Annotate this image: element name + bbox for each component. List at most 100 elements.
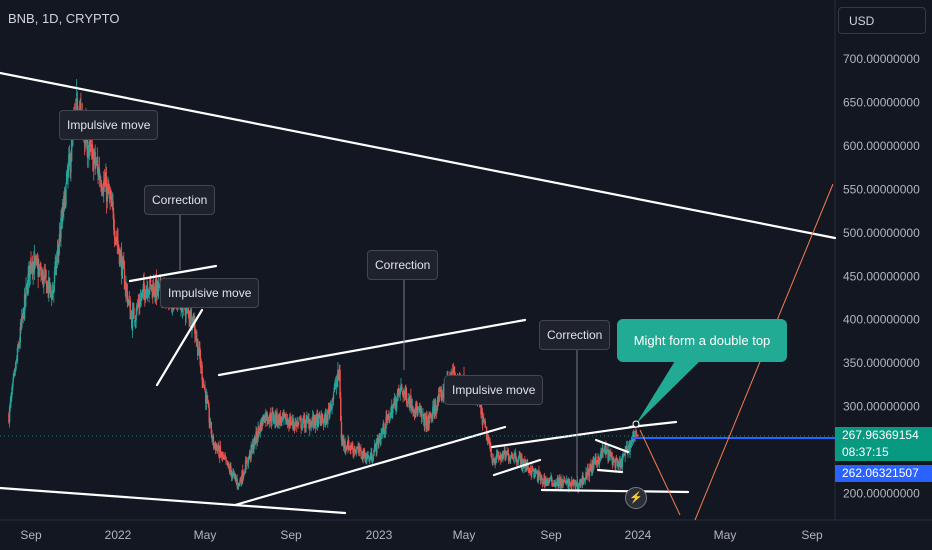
candle-body xyxy=(63,190,66,199)
time-axis[interactable]: Sep 2022 May Sep 2023 May Sep 2024 May Sep xyxy=(20,528,823,542)
currency-button[interactable]: USD xyxy=(838,7,926,34)
candle-body xyxy=(332,393,335,400)
drawings-group xyxy=(0,71,837,521)
candle-body xyxy=(22,308,24,316)
candle-body xyxy=(115,236,118,239)
candle-body xyxy=(67,166,69,179)
candle-body xyxy=(321,413,323,420)
candle-body xyxy=(578,483,580,491)
annotation-impulsive-move-2[interactable]: Impulsive move xyxy=(160,278,260,308)
candle-body xyxy=(396,398,398,408)
candle-body xyxy=(317,414,320,427)
candle-body xyxy=(371,452,373,461)
annotation-correction-3[interactable]: Correction xyxy=(539,320,611,350)
price-tick-label: 200.00000000 xyxy=(843,487,920,501)
candle-body xyxy=(296,421,298,428)
candle-body xyxy=(492,462,494,464)
candle-body xyxy=(624,451,626,457)
candle-body xyxy=(505,450,508,453)
candle-body xyxy=(391,408,394,418)
candle-body xyxy=(19,326,22,343)
candle-body xyxy=(28,265,30,276)
candle-body xyxy=(408,397,410,403)
candle-body xyxy=(232,472,235,474)
candle-body xyxy=(365,458,367,462)
candle-body xyxy=(56,250,59,257)
double-top-callout[interactable]: Might form a double top xyxy=(617,319,787,362)
candle-body xyxy=(328,409,330,414)
candle-body xyxy=(514,452,517,459)
candle-body xyxy=(439,389,442,391)
candle-body xyxy=(417,409,419,415)
candle-body xyxy=(28,265,31,278)
candle-body xyxy=(351,445,354,449)
candle-body xyxy=(495,454,498,461)
candle-body xyxy=(93,157,95,169)
candle-body xyxy=(16,358,18,361)
candle-body xyxy=(53,271,56,283)
annotation-correction-2[interactable]: Correction xyxy=(367,250,439,280)
candle-body xyxy=(39,266,41,268)
orange-drop-line xyxy=(639,429,681,516)
candle-body xyxy=(491,457,493,464)
candle-body xyxy=(342,438,345,446)
candle-body xyxy=(611,457,614,465)
candle-body xyxy=(485,426,487,428)
candle-body xyxy=(599,457,601,462)
candle-body xyxy=(49,283,51,289)
candle-body xyxy=(48,277,51,292)
candle-body xyxy=(494,461,496,464)
candle-body xyxy=(421,414,423,417)
annotation-correction-1[interactable]: Correction xyxy=(144,185,216,215)
candle-body xyxy=(55,259,58,269)
candle-body xyxy=(553,484,555,487)
candle-body xyxy=(42,270,44,286)
candle-body xyxy=(325,414,328,425)
candle-body xyxy=(426,424,428,431)
candle-body xyxy=(158,283,161,285)
candle-body xyxy=(600,450,602,458)
candle-body xyxy=(415,402,417,414)
candle-body xyxy=(430,416,433,419)
candle-body xyxy=(52,290,54,294)
price-tick-label: 350.00000000 xyxy=(843,356,920,370)
candle-body xyxy=(400,384,403,390)
lightning-alert-icon[interactable]: ⚡ xyxy=(625,487,647,509)
candle-body xyxy=(595,456,597,462)
candle-body xyxy=(126,290,129,304)
candle-body xyxy=(151,284,153,289)
candle-body xyxy=(102,192,104,194)
candle-body xyxy=(375,444,377,452)
symbol-title[interactable]: BNB, 1D, CRYPTO xyxy=(8,11,120,26)
candle-body xyxy=(329,406,331,416)
candle-body xyxy=(40,270,42,277)
candle-body xyxy=(409,396,411,408)
candle-body xyxy=(324,414,326,418)
candle-body xyxy=(338,370,341,375)
candle-body xyxy=(452,368,455,372)
candle-body xyxy=(513,452,515,459)
candle-body xyxy=(195,335,197,341)
annotation-impulsive-move-1[interactable]: Impulsive move xyxy=(59,110,159,140)
candle-body xyxy=(575,485,577,488)
candle-body xyxy=(376,438,378,454)
candle-body xyxy=(60,217,62,239)
candle-body xyxy=(537,471,539,482)
candle-body xyxy=(63,195,65,212)
candle-body xyxy=(592,460,594,469)
price-axis[interactable]: 700.00000000 650.00000000 600.00000000 550.… xyxy=(843,52,920,501)
candle-body xyxy=(40,274,43,277)
candle-body xyxy=(21,316,23,328)
candle-body xyxy=(340,421,343,441)
candle-body xyxy=(143,281,145,291)
candle-body xyxy=(294,421,297,427)
candle-body xyxy=(507,452,509,455)
callout-tail xyxy=(636,361,700,424)
annotation-impulsive-move-3[interactable]: Impulsive move xyxy=(444,375,544,405)
candle-body xyxy=(628,445,631,451)
candle-body xyxy=(418,409,421,411)
candle-body xyxy=(368,457,371,461)
candle-body xyxy=(575,482,578,486)
lower-support-line xyxy=(0,486,347,515)
